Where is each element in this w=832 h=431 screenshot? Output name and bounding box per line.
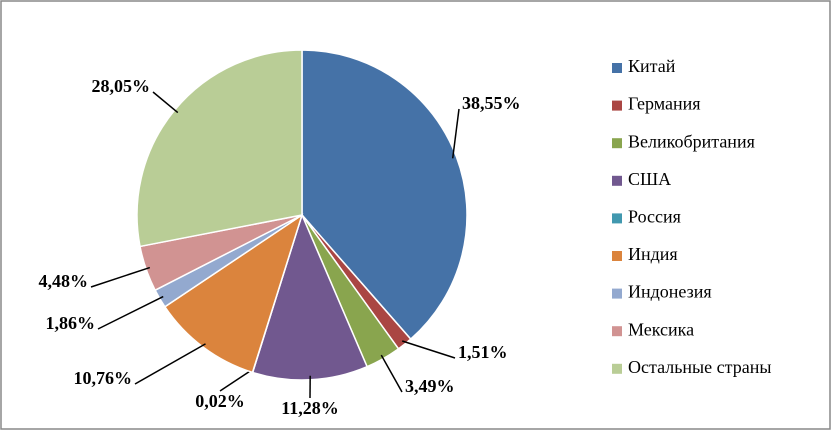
data-label: 1,51% (458, 342, 508, 362)
legend-swatch (612, 100, 622, 111)
data-label: 38,55% (462, 93, 521, 113)
leader-line (219, 367, 255, 392)
leader-line (152, 91, 179, 114)
legend-label: Германия (628, 94, 701, 114)
legend-swatch (612, 138, 622, 149)
legend-label: Индия (628, 244, 678, 264)
pie-slice (163, 213, 304, 374)
legend-swatch (612, 363, 622, 374)
legend-swatch (612, 213, 622, 224)
legend-swatch (612, 251, 622, 261)
leader-line (90, 266, 151, 288)
leader-line (97, 295, 164, 330)
legend-label: Великобритания (628, 131, 755, 151)
legend-swatch (612, 326, 622, 337)
leader-line (451, 108, 460, 159)
data-label: 28,05% (92, 76, 151, 96)
legend-label: Остальные страны (628, 357, 771, 377)
legend-label: Индонезия (628, 282, 712, 302)
data-label: 3,49% (405, 376, 455, 396)
data-label: 1,86% (46, 313, 96, 333)
legend-label: Китай (628, 56, 676, 76)
data-label: 4,48% (39, 271, 89, 291)
data-label: 10,76% (74, 368, 133, 388)
leader-line (401, 340, 456, 359)
data-label: 0,02% (195, 391, 245, 411)
legend-label: США (628, 169, 671, 189)
legend-label: Россия (628, 207, 681, 227)
leader-line (380, 354, 403, 393)
leader-line (134, 343, 206, 385)
legend-swatch (612, 63, 622, 73)
pie-slice (301, 49, 468, 341)
legend-label: Мексика (628, 319, 694, 339)
legend-swatch (612, 175, 622, 186)
data-label: 11,28% (281, 398, 339, 418)
legend-swatch (612, 288, 622, 299)
